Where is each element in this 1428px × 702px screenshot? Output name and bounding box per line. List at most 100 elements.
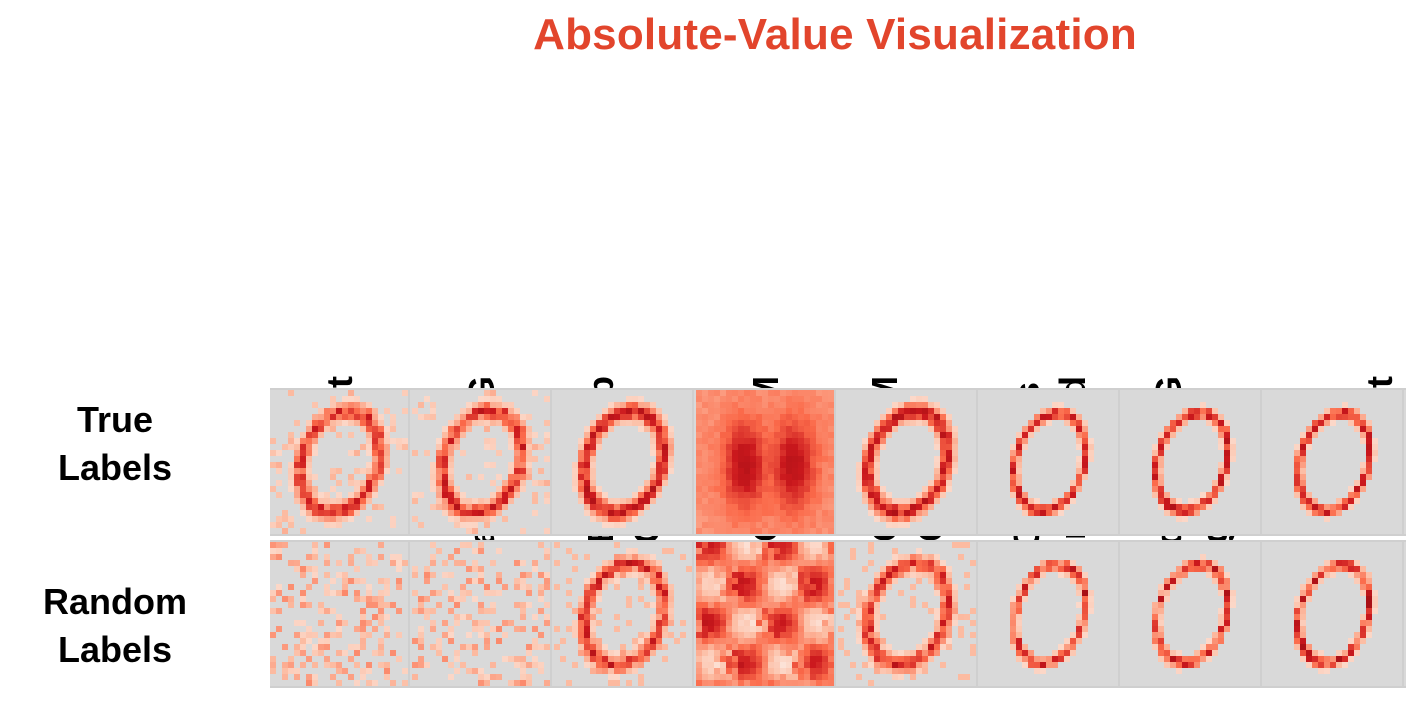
- heat-cell: [1224, 474, 1230, 480]
- heat-cell: [1360, 626, 1366, 632]
- heat-cell: [822, 420, 828, 426]
- heat-cell: [514, 480, 520, 486]
- heat-cell: [478, 668, 484, 674]
- heat-cell: [1176, 662, 1182, 668]
- heat-cell: [1348, 566, 1354, 572]
- heat-cell: [1330, 572, 1336, 578]
- heat-cell: [922, 650, 928, 656]
- heat-cell: [276, 584, 282, 590]
- heat-cell: [910, 596, 916, 602]
- heat-cell: [638, 492, 644, 498]
- heat-cell: [578, 644, 584, 650]
- heat-cell: [768, 450, 774, 456]
- heat-cell: [696, 662, 702, 668]
- heat-cell: [1022, 438, 1028, 444]
- heat-cell: [288, 474, 294, 480]
- heat-cell: [780, 402, 786, 408]
- heat-cell: [762, 522, 768, 528]
- heat-cell: [596, 432, 602, 438]
- heat-cell: [1076, 590, 1082, 596]
- heat-cell: [1366, 444, 1372, 450]
- heat-cell: [1022, 426, 1028, 432]
- heat-cell: [798, 650, 804, 656]
- heat-cell: [958, 554, 964, 560]
- heat-cell: [590, 584, 596, 590]
- heat-cell: [702, 548, 708, 554]
- heat-cell: [750, 522, 756, 528]
- heat-cell: [632, 414, 638, 420]
- heat-cell: [726, 614, 732, 620]
- heat-cell: [958, 632, 964, 638]
- heat-cell: [1218, 632, 1224, 638]
- heat-cell: [372, 650, 378, 656]
- heat-cell: [828, 542, 834, 548]
- heat-cell: [1016, 474, 1022, 480]
- heat-cell: [946, 450, 952, 456]
- heat-cell: [810, 522, 816, 528]
- heat-cell: [638, 644, 644, 650]
- heat-cell: [1076, 620, 1082, 626]
- heat-cell: [934, 432, 940, 438]
- heat-cell: [354, 680, 360, 686]
- heat-cell: [750, 668, 756, 674]
- heat-cell: [774, 638, 780, 644]
- saliency-map-guided-backprop-true: [554, 390, 694, 534]
- heat-cell: [834, 614, 836, 620]
- heat-cell: [702, 572, 708, 578]
- heat-cell: [1064, 420, 1070, 426]
- heat-cell: [1158, 468, 1164, 474]
- heat-cell: [448, 626, 454, 632]
- heat-cell: [744, 632, 750, 638]
- heat-cell: [810, 408, 816, 414]
- heat-cell: [762, 584, 768, 590]
- heat-cell: [1336, 414, 1342, 420]
- heat-cell: [608, 680, 614, 686]
- heat-cell: [714, 504, 720, 510]
- heat-cell: [584, 504, 590, 510]
- heat-cell: [732, 662, 738, 668]
- heat-cell: [520, 420, 526, 426]
- heat-cell: [714, 402, 720, 408]
- heat-cell: [744, 396, 750, 402]
- heat-cell: [454, 650, 460, 656]
- heat-cell: [940, 620, 946, 626]
- heat-cell: [300, 438, 306, 444]
- heat-cell: [856, 614, 862, 620]
- heat-cell: [1312, 504, 1318, 510]
- heat-cell: [1076, 578, 1082, 584]
- heat-cell: [762, 644, 768, 650]
- heat-cell: [696, 584, 702, 590]
- heat-cell: [714, 578, 720, 584]
- heat-cell: [828, 516, 834, 522]
- heat-cell: [856, 608, 862, 614]
- heat-cell: [952, 602, 958, 608]
- heat-cell: [1028, 504, 1034, 510]
- heat-cell: [662, 584, 668, 590]
- heat-cell: [750, 596, 756, 602]
- heat-cell: [602, 662, 608, 668]
- heat-cell: [1076, 432, 1082, 438]
- heat-cell: [940, 572, 946, 578]
- heat-cell: [786, 608, 792, 614]
- heat-cell: [644, 644, 650, 650]
- heat-cell: [786, 554, 792, 560]
- heat-cell: [638, 578, 644, 584]
- heat-cell: [514, 420, 520, 426]
- heat-cell: [336, 432, 342, 438]
- heat-cell: [726, 516, 732, 522]
- heat-cell: [768, 438, 774, 444]
- heat-cell: [1354, 578, 1360, 584]
- heat-cell: [1028, 510, 1034, 516]
- heat-cell: [590, 590, 596, 596]
- heat-cell: [590, 608, 596, 614]
- heat-cell: [566, 548, 572, 554]
- heat-cell: [720, 498, 726, 504]
- heat-cell: [632, 548, 638, 554]
- heat-cell: [696, 480, 702, 486]
- heat-cell: [584, 644, 590, 650]
- heat-cell: [294, 468, 300, 474]
- heat-cell: [856, 602, 862, 608]
- heat-cell: [1028, 650, 1034, 656]
- heat-cell: [590, 620, 596, 626]
- heat-cell: [708, 578, 714, 584]
